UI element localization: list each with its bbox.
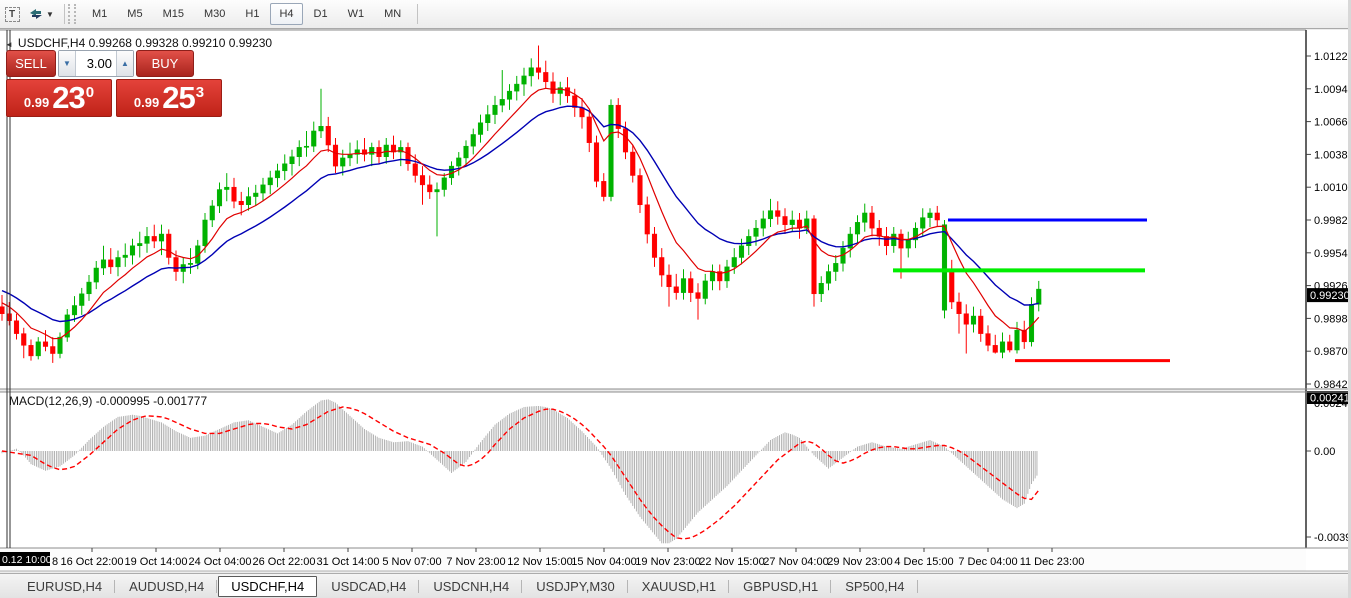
svg-text:1.01220: 1.01220 xyxy=(1314,51,1351,63)
sell-button[interactable]: SELL xyxy=(6,50,56,77)
chart-tab-eurusd[interactable]: EURUSD,H4 xyxy=(14,576,116,597)
svg-text:22 Nov 15:00: 22 Nov 15:00 xyxy=(699,556,764,568)
bid-price-tile[interactable]: 0.99 23 0 xyxy=(6,79,112,117)
timeframe-button-m1[interactable]: M1 xyxy=(92,8,108,20)
svg-text:4 Dec 15:00: 4 Dec 15:00 xyxy=(894,556,953,568)
price-axis[interactable]: 1.01220 1.00940 1.00660 1.00380 1.00100 0.998… xyxy=(1306,51,1351,391)
arrange-arrows-icon xyxy=(30,9,43,19)
volume-value[interactable]: 3.00 xyxy=(76,51,116,76)
svg-text:24 Oct 04:00: 24 Oct 04:00 xyxy=(189,556,252,568)
svg-text:0.002411: 0.002411 xyxy=(1310,393,1351,405)
macd-indicator-label: MACD(12,26,9) -0.000995 -0.001777 xyxy=(9,394,208,408)
svg-text:27 Nov 04:00: 27 Nov 04:00 xyxy=(763,556,828,568)
svg-text:16 Oct 22:00: 16 Oct 22:00 xyxy=(61,556,124,568)
chart-tab-usdchf[interactable]: USDCHF,H4 xyxy=(218,575,318,597)
text-label-tool-button[interactable]: T xyxy=(2,4,22,24)
toolbar-grip[interactable] xyxy=(68,4,76,24)
timeframe-button-m15[interactable]: M15 xyxy=(162,8,184,20)
text-label-tool-icon: T xyxy=(4,6,20,22)
svg-text:19 Nov 23:00: 19 Nov 23:00 xyxy=(635,556,700,568)
window-right-edge xyxy=(1348,0,1351,598)
macd-signal-line xyxy=(1,406,1040,540)
ask-price-tile[interactable]: 0.99 25 3 xyxy=(116,79,222,117)
svg-text:0.00: 0.00 xyxy=(1314,446,1335,458)
chart-tab-audusd[interactable]: AUDUSD,H4 xyxy=(116,576,218,597)
svg-text:0.99230: 0.99230 xyxy=(1310,290,1350,302)
top-toolbar: T ▼ M1 M5 M15 M30 H1 H4 D1 W1 MN xyxy=(0,0,1351,29)
chart-tab-gbpusd[interactable]: GBPUSD,H1 xyxy=(730,576,832,597)
time-badge: 0.12 10:00 xyxy=(0,552,52,566)
svg-text:1.00100: 1.00100 xyxy=(1314,182,1351,194)
volume-decrease-button[interactable]: ▼ xyxy=(59,51,76,76)
timeframe-button-group: M1 M5 M15 M30 H1 H4 D1 W1 MN xyxy=(82,3,411,25)
buy-button[interactable]: BUY xyxy=(136,50,194,77)
svg-text:1.00940: 1.00940 xyxy=(1314,84,1351,96)
svg-text:0.98980: 0.98980 xyxy=(1314,313,1351,325)
chevron-down-icon: ▼ xyxy=(46,9,54,19)
chart-tab-sp500[interactable]: SP500,H4 xyxy=(832,576,918,597)
svg-text:7 Dec 04:00: 7 Dec 04:00 xyxy=(958,556,1017,568)
svg-text:0.12 10:00: 0.12 10:00 xyxy=(2,554,52,566)
svg-text:0.99820: 0.99820 xyxy=(1314,215,1351,227)
macd-histogram xyxy=(1,399,1038,544)
timeframe-button-m5[interactable]: M5 xyxy=(127,8,143,20)
timeframe-button-d1[interactable]: D1 xyxy=(313,8,328,20)
symbol-ohlc-text: USDCHF,H4 0.99268 0.99328 0.99210 0.9923… xyxy=(17,36,273,50)
volume-increase-button[interactable]: ▲ xyxy=(116,51,133,76)
macd-value-badge: 0.002411 xyxy=(1307,391,1351,405)
timeframe-button-h4[interactable]: H4 xyxy=(270,3,303,25)
svg-text:0.98420: 0.98420 xyxy=(1314,379,1351,391)
ask-price-small: 0.99 xyxy=(133,94,160,110)
ma-fast-line xyxy=(1,87,1040,340)
timeframe-button-h1[interactable]: H1 xyxy=(245,8,260,20)
svg-text:-0.003913: -0.003913 xyxy=(1314,532,1351,544)
svg-text:7 Nov 23:00: 7 Nov 23:00 xyxy=(446,556,505,568)
ma-slow-line xyxy=(1,105,1039,323)
svg-text:19 Oct 14:00: 19 Oct 14:00 xyxy=(125,556,188,568)
svg-text:11 Dec 23:00: 11 Dec 23:00 xyxy=(1020,556,1085,568)
toolbar-separator xyxy=(64,4,65,24)
chart-tab-usdjpy[interactable]: USDJPY,M30 xyxy=(523,576,628,597)
bid-price-small: 0.99 xyxy=(23,94,50,110)
chart-tab-usdcad[interactable]: USDCAD,H4 xyxy=(318,576,420,597)
timeframe-button-m30[interactable]: M30 xyxy=(203,8,226,20)
volume-stepper: ▼ 3.00 ▲ xyxy=(58,50,134,77)
bid-price-big: 23 xyxy=(52,80,85,115)
ask-price-sup: 3 xyxy=(195,83,205,101)
svg-text:15 Nov 04:00: 15 Nov 04:00 xyxy=(571,556,636,568)
ask-price-big: 25 xyxy=(162,80,195,115)
bid-price-sup: 0 xyxy=(85,83,95,101)
svg-text:0.98700: 0.98700 xyxy=(1314,346,1351,358)
svg-text:1.00380: 1.00380 xyxy=(1314,149,1351,161)
svg-text:26 Oct 22:00: 26 Oct 22:00 xyxy=(253,556,316,568)
svg-text:8: 8 xyxy=(52,556,58,568)
time-axis-bg xyxy=(0,548,1306,571)
svg-text:1.00660: 1.00660 xyxy=(1314,117,1351,129)
svg-text:12 Nov 15:00: 12 Nov 15:00 xyxy=(507,556,572,568)
chart-header: ◄ USDCHF,H4 0.99268 0.99328 0.99210 0.992… xyxy=(5,36,272,50)
one-click-trade-panel: SELL ▼ 3.00 ▲ BUY 0.99 23 0 0.99 25 3 xyxy=(6,50,222,117)
chart-tab-xauusd[interactable]: XAUUSD,H1 xyxy=(629,576,730,597)
arrange-charts-button[interactable]: ▼ xyxy=(24,4,58,24)
timeframe-button-w1[interactable]: W1 xyxy=(347,8,365,20)
svg-text:0.99540: 0.99540 xyxy=(1314,248,1351,260)
chart-tab-usdcnh[interactable]: USDCNH,H4 xyxy=(420,576,523,597)
current-price-badge: 0.99230 xyxy=(1307,288,1351,303)
svg-text:29 Nov 23:00: 29 Nov 23:00 xyxy=(827,556,892,568)
time-axis[interactable]: 16 Oct 22:00 19 Oct 14:00 24 Oct 04:00 26 O… xyxy=(52,548,1084,568)
candles-layer xyxy=(0,45,1042,363)
svg-text:31 Oct 14:00: 31 Oct 14:00 xyxy=(317,556,380,568)
svg-text:5 Nov 07:00: 5 Nov 07:00 xyxy=(382,556,441,568)
symbol-marker-icon: ◄ xyxy=(5,40,13,49)
timeframe-button-mn[interactable]: MN xyxy=(384,8,402,20)
chart-tab-bar: EURUSD,H4 AUDUSD,H4 USDCHF,H4 USDCAD,H4 USDC… xyxy=(0,573,1351,598)
toolbar-separator-2 xyxy=(417,4,419,24)
